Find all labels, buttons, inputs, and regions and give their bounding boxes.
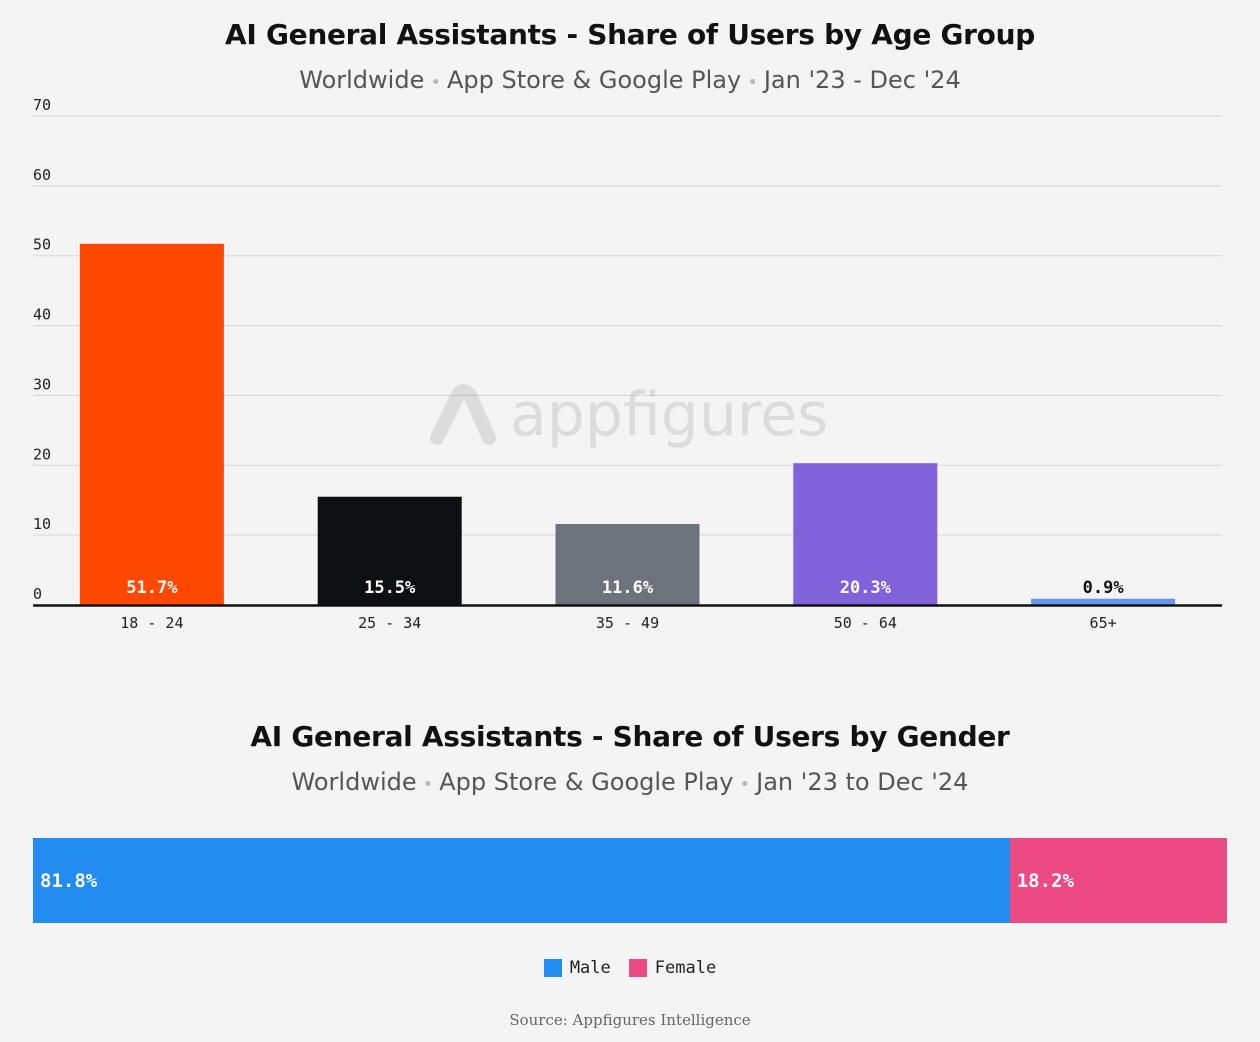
bar-data-label: 11.6%	[602, 578, 654, 598]
y-tick-label: 70	[33, 96, 51, 114]
appfigures-logo-icon	[430, 384, 496, 445]
bar-data-label: 20.3%	[840, 578, 892, 598]
bar-65plus	[1031, 598, 1176, 605]
x-tick-label: 25 - 34	[358, 614, 421, 632]
subtitle-period: Jan '23 - Dec '24	[763, 66, 961, 94]
segment-data-label: 81.8%	[40, 869, 98, 892]
y-axis-ticks: 0 10 20 30 40 50 60 70	[33, 96, 51, 603]
legend-item-male: Male	[543, 958, 611, 978]
y-tick-label: 0	[33, 585, 42, 603]
y-tick-label: 60	[33, 166, 51, 184]
subtitle-region: Worldwide	[291, 768, 417, 796]
source-note: Source: Appfigures Intelligence	[509, 1011, 751, 1029]
y-tick-label: 40	[33, 306, 51, 324]
gender-segment-female: 18.2%	[1009, 838, 1227, 923]
gender-segment-male: 81.8%	[33, 838, 1010, 923]
watermark: appfigures	[430, 380, 828, 450]
bar-data-label: 15.5%	[364, 578, 416, 598]
subtitle-stores: App Store & Google Play	[439, 768, 734, 796]
bar-25-34	[317, 496, 462, 605]
separator-dot: •	[430, 72, 441, 93]
legend-swatch	[628, 959, 647, 977]
subtitle-period: Jan '23 to Dec '24	[756, 768, 969, 796]
bar-data-label: 51.7%	[126, 578, 178, 598]
bar-data-label: 0.9%	[1083, 578, 1125, 598]
bars: 51.7% 15.5% 11.6% 20.3% 0.9%	[79, 243, 1176, 606]
separator-dot: •	[739, 774, 751, 795]
gender-chart-subtitle: Worldwide • App Store & Google Play • Jan '2…	[0, 768, 1260, 796]
bar-18-24	[79, 243, 224, 606]
gender-legend: Male Female	[0, 958, 1260, 978]
bar-50-64	[793, 463, 938, 605]
subtitle-stores: App Store & Google Play	[446, 66, 742, 94]
age-chart-subtitle: Worldwide • App Store & Google Play • Jan '2…	[0, 66, 1260, 94]
separator-dot: •	[747, 72, 758, 93]
segment-data-label: 18.2%	[1016, 869, 1074, 892]
x-axis-labels: 18 - 24 25 - 34 35 - 49 50 - 64 65+	[120, 614, 1116, 632]
watermark-text: appfigures	[510, 380, 828, 450]
y-tick-label: 50	[33, 236, 51, 254]
y-tick-label: 30	[33, 375, 51, 393]
gender-chart-title: AI General Assistants - Share of Users b…	[250, 720, 1010, 753]
subtitle-region: Worldwide	[299, 66, 425, 94]
legend-label: Male	[569, 958, 611, 978]
x-tick-label: 18 - 24	[120, 614, 183, 632]
bar-35-49	[555, 523, 700, 605]
legend-label: Female	[654, 958, 717, 978]
x-tick-label: 65+	[1090, 614, 1117, 632]
legend-swatch	[543, 959, 562, 977]
y-tick-label: 10	[33, 515, 51, 533]
x-tick-label: 50 - 64	[834, 614, 897, 632]
age-chart-title: AI General Assistants - Share of Users b…	[225, 18, 1035, 51]
separator-dot: •	[422, 774, 434, 795]
legend-item-female: Female	[628, 958, 717, 978]
y-tick-label: 20	[33, 445, 51, 463]
gender-stacked-bar: 81.8% 18.2%	[33, 838, 1227, 923]
x-tick-label: 35 - 49	[596, 614, 659, 632]
age-bar-chart: 0 10 20 30 40 50 60 70 appfigures 51.7% 15.5% 11.…	[33, 96, 1222, 632]
